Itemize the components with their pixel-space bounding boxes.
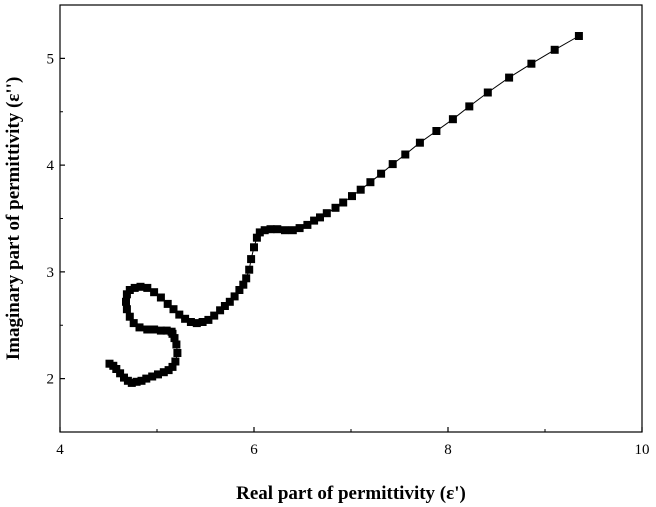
- plot-frame: [59, 4, 643, 433]
- data-point: [310, 216, 319, 225]
- data-point: [388, 160, 397, 169]
- x-tick-label: 6: [250, 442, 258, 458]
- data-point: [142, 374, 151, 383]
- data-point: [130, 283, 139, 292]
- data-point: [220, 302, 229, 310]
- data-point: [136, 282, 145, 291]
- data-point: [135, 323, 144, 332]
- data-point: [273, 225, 282, 234]
- data-point: [156, 293, 165, 302]
- data-point: [173, 349, 182, 357]
- data-point: [143, 283, 152, 292]
- x-tick-label: 8: [444, 442, 452, 458]
- data-point: [505, 73, 514, 82]
- data-point: [154, 370, 162, 379]
- data-point: [167, 327, 176, 336]
- data-point: [339, 198, 348, 207]
- data-point: [162, 326, 171, 335]
- data-point: [186, 318, 195, 326]
- data-point: [175, 310, 184, 319]
- y-tick-label: 5: [47, 51, 55, 67]
- data-point: [148, 372, 157, 381]
- x-tick-label: 10: [635, 442, 650, 458]
- data-point: [192, 319, 201, 328]
- data-point: [198, 318, 207, 326]
- data-point: [210, 311, 219, 320]
- data-point: [250, 243, 258, 252]
- data-point: [127, 378, 136, 387]
- data-point: [172, 340, 181, 349]
- data-point: [163, 299, 172, 308]
- data-point: [527, 59, 536, 68]
- axis-layer: 4 6 8 10 2 3 4 5: [47, 4, 650, 458]
- data-point: [150, 325, 159, 334]
- series-line: [109, 35, 580, 384]
- data-point: [116, 369, 125, 378]
- data-point: [266, 225, 275, 234]
- data-point: [348, 192, 356, 201]
- data-point: [204, 315, 213, 324]
- data-point: [316, 213, 324, 222]
- data-point: [132, 377, 141, 386]
- x-tick-label: 4: [56, 442, 64, 458]
- data-point: [159, 368, 168, 377]
- data-point: [356, 185, 365, 194]
- data-point: [415, 138, 424, 147]
- y-tick-label: 2: [47, 372, 55, 388]
- data-point: [550, 45, 559, 54]
- data-point: [252, 233, 261, 242]
- data-point: [216, 306, 225, 315]
- data-point: [181, 314, 190, 323]
- data-point: [331, 203, 340, 212]
- data-point: [230, 292, 239, 301]
- series-layer: [105, 32, 583, 387]
- data-point: [260, 226, 269, 235]
- data-point: [366, 178, 375, 187]
- data-point: [122, 305, 131, 314]
- data-point: [169, 305, 178, 314]
- data-point: [225, 297, 234, 306]
- data-point: [235, 286, 244, 294]
- data-point: [255, 228, 264, 237]
- data-point: [432, 127, 441, 135]
- data-point: [171, 357, 180, 366]
- data-point: [143, 325, 152, 334]
- data-point: [465, 102, 474, 111]
- data-point: [239, 280, 248, 289]
- data-point: [170, 334, 179, 343]
- data-point: [156, 326, 165, 335]
- data-point: [112, 365, 121, 373]
- data-point: [122, 297, 130, 306]
- data-point: [448, 115, 457, 124]
- data-point: [168, 362, 177, 371]
- data-point: [247, 255, 256, 264]
- data-point: [574, 32, 583, 40]
- data-point: [295, 224, 304, 233]
- data-point: [322, 209, 331, 218]
- data-point: [125, 286, 134, 294]
- data-point: [281, 226, 289, 235]
- data-point: [245, 265, 254, 274]
- y-tick-label: 3: [47, 265, 55, 281]
- data-point: [150, 288, 159, 297]
- x-axis-title: Real part of permittivity (ε'): [236, 483, 466, 504]
- data-point: [401, 150, 410, 159]
- data-point: [483, 88, 492, 97]
- y-axis-title: Imaginary part of permittivity (ε''): [3, 77, 24, 361]
- data-point: [125, 312, 134, 321]
- data-point: [242, 274, 251, 283]
- data-point: [288, 226, 297, 235]
- data-point: [137, 376, 146, 385]
- data-point: [129, 319, 138, 328]
- data-point: [122, 290, 131, 299]
- data-point: [377, 169, 386, 178]
- y-tick-label: 4: [47, 158, 55, 174]
- data-point: [303, 220, 312, 229]
